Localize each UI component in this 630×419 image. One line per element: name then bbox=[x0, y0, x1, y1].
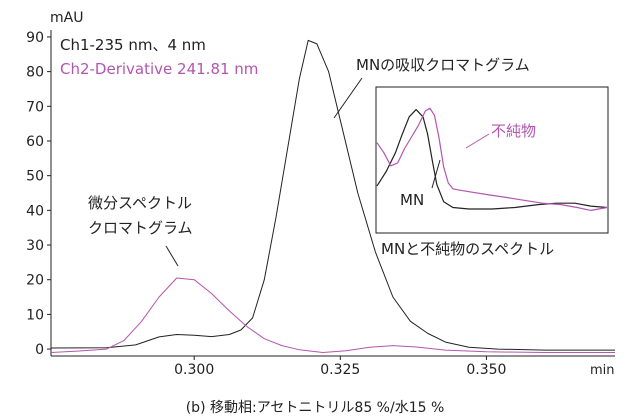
annotation-pointer-derivative bbox=[165, 245, 179, 267]
y-tick-label: 50 bbox=[26, 169, 44, 185]
y-tick-label: 20 bbox=[26, 273, 44, 289]
y-tick-label: 40 bbox=[26, 203, 44, 219]
series-lines bbox=[50, 39, 615, 353]
y-tick-label: 0 bbox=[35, 342, 44, 358]
plot-axes bbox=[50, 30, 615, 357]
x-tick-label: 0.325 bbox=[320, 362, 360, 378]
x-axis-label: min bbox=[590, 363, 615, 378]
legend-series-2: Ch2-Derivative 241.81 nm bbox=[60, 60, 258, 78]
x-tick-label: 0.350 bbox=[466, 362, 506, 378]
y-tick-label: 90 bbox=[26, 30, 44, 46]
inset-pointer-mn bbox=[431, 159, 441, 189]
inset-series-lines bbox=[376, 107, 608, 211]
annotation-derivative-1: 微分スペクトル bbox=[88, 194, 192, 212]
spectrum-inset: 不純物 MN bbox=[375, 86, 609, 234]
inset-title: MNと不純物のスペクトル bbox=[381, 240, 554, 258]
series-line-1 bbox=[50, 39, 615, 351]
annotation-pointer-mn bbox=[333, 77, 363, 119]
inset-series-line-2 bbox=[376, 107, 608, 211]
y-axis-label: mAU bbox=[50, 10, 83, 26]
y-tick-label: 80 bbox=[26, 65, 44, 81]
y-tick-label: 30 bbox=[26, 238, 44, 254]
annotation-derivative-2: クロマトグラム bbox=[88, 219, 193, 237]
legend-series-1: Ch1-235 nm、4 nm bbox=[60, 36, 206, 54]
y-axis-ticks: 0 10 20 30 40 50 60 70 80 90 bbox=[26, 30, 51, 358]
x-axis-ticks: 0.300 0.325 0.350 bbox=[174, 356, 506, 378]
figure-caption: (b) 移動相:アセトニトリル85 %/水15 % bbox=[186, 400, 445, 416]
inset-pointer-impurity bbox=[465, 133, 490, 149]
inset-frame bbox=[375, 86, 609, 234]
y-tick-label: 10 bbox=[26, 307, 44, 323]
inset-label-impurity: 不純物 bbox=[491, 122, 536, 140]
x-tick-label: 0.300 bbox=[174, 362, 214, 378]
annotation-mn-chromatogram: MNの吸収クロマトグラム bbox=[356, 56, 530, 74]
y-tick-label: 70 bbox=[26, 99, 44, 115]
series-line-2 bbox=[50, 277, 615, 353]
inset-label-mn: MN bbox=[400, 191, 424, 209]
y-tick-label: 60 bbox=[26, 134, 44, 150]
